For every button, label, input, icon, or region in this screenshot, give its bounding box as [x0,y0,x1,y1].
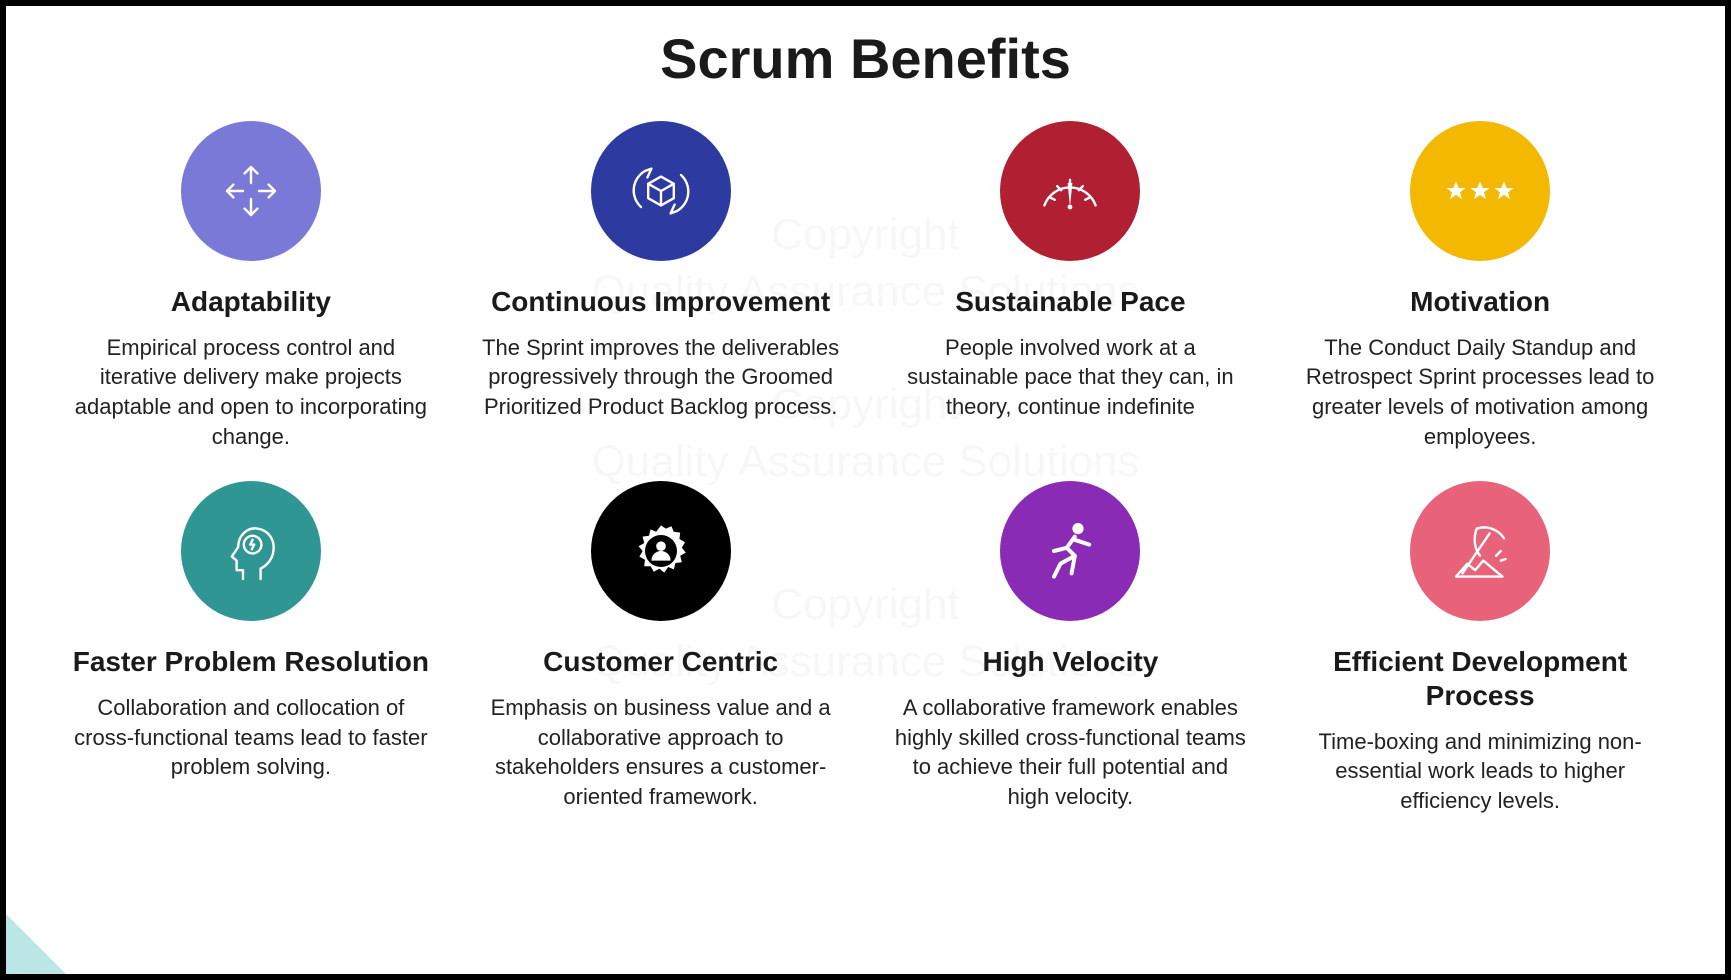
benefit-efficient-development-process: Efficient Development Process Time-boxin… [1295,481,1665,815]
benefit-desc: The Conduct Daily Standup and Retrospect… [1300,333,1660,452]
benefit-adaptability: Adaptability Empirical process control a… [66,121,436,451]
benefit-title: Customer Centric [543,645,778,679]
benefit-desc: The Sprint improves the deliverables pro… [481,333,841,422]
runner-icon [1000,481,1140,621]
benefit-desc: People involved work at a sustainable pa… [890,333,1250,422]
head-bulb-icon [181,481,321,621]
corner-flap [6,914,66,974]
benefit-desc: A collaborative framework enables highly… [890,693,1250,812]
arrows-expand-icon [181,121,321,261]
benefits-grid: Adaptability Empirical process control a… [66,121,1665,816]
pickaxe-icon [1410,481,1550,621]
benefit-customer-centric: Customer Centric Emphasis on business va… [476,481,846,815]
benefit-continuous-improvement: Continuous Improvement The Sprint improv… [476,121,846,451]
stars-icon [1410,121,1550,261]
benefit-desc: Time-boxing and minimizing non-essential… [1300,727,1660,816]
benefit-motivation: Motivation The Conduct Daily Standup and… [1295,121,1665,451]
benefit-title: Efficient Development Process [1295,645,1665,712]
benefit-title: Faster Problem Resolution [73,645,429,679]
benefit-title: Sustainable Pace [955,285,1185,319]
benefit-sustainable-pace: Sustainable Pace People involved work at… [886,121,1256,451]
benefit-faster-problem-resolution: Faster Problem Resolution Collaboration … [66,481,436,815]
benefit-title: High Velocity [982,645,1158,679]
benefit-desc: Empirical process control and iterative … [71,333,431,452]
cycle-box-icon [591,121,731,261]
benefit-title: Continuous Improvement [491,285,830,319]
benefit-high-velocity: High Velocity A collaborative framework … [886,481,1256,815]
gauge-icon [1000,121,1140,261]
benefit-desc: Emphasis on business value and a collabo… [481,693,841,812]
gear-user-icon [591,481,731,621]
benefit-desc: Collaboration and collocation of cross-f… [71,693,431,782]
benefit-title: Motivation [1410,285,1550,319]
benefit-title: Adaptability [171,285,331,319]
page-title: Scrum Benefits [66,26,1665,91]
slide-frame: Scrum Benefits CopyrightQuality Assuranc… [0,0,1731,980]
